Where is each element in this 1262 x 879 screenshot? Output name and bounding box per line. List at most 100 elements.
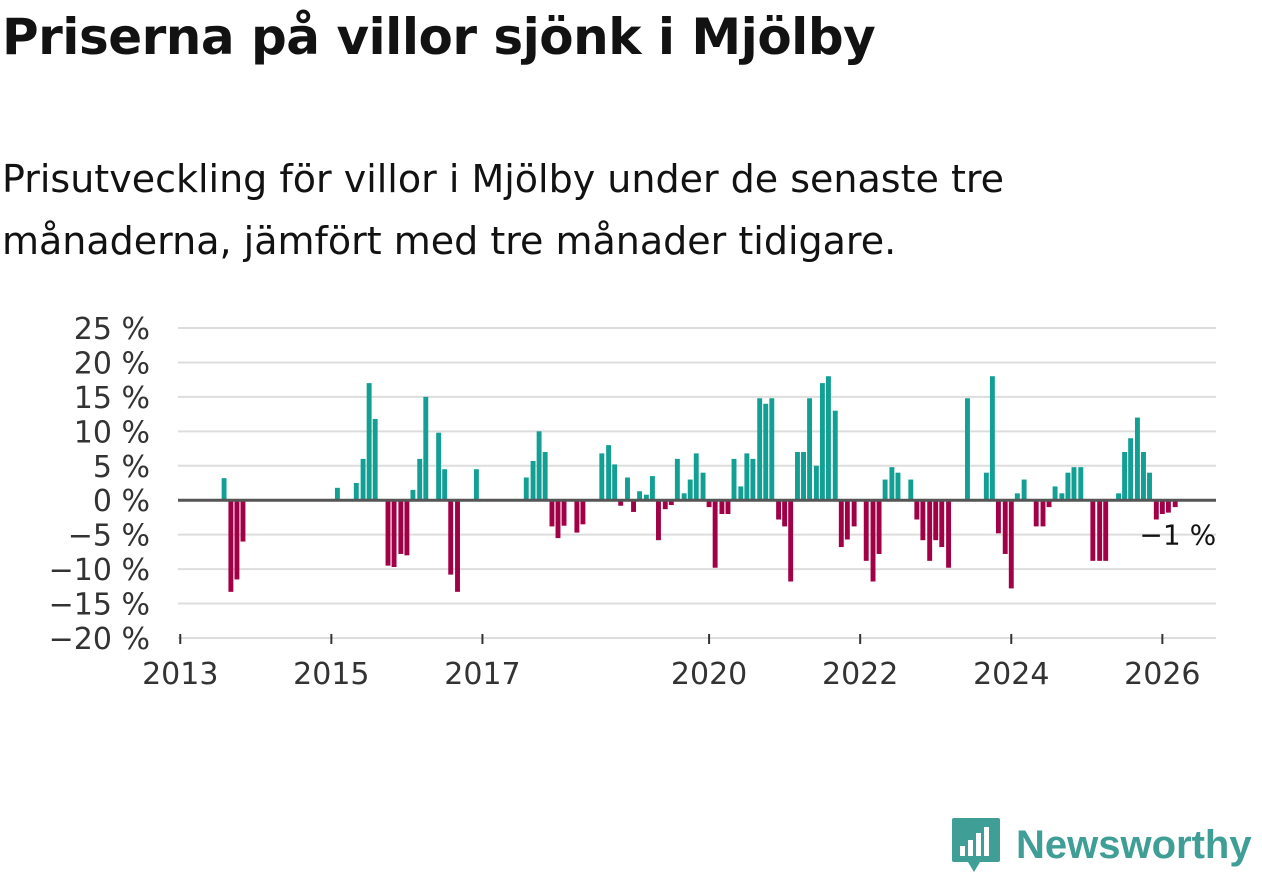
bar-positive: [643, 494, 649, 501]
bar-negative: [385, 500, 391, 566]
bar-positive: [700, 472, 706, 501]
bar-negative: [788, 500, 794, 582]
bar-positive: [965, 398, 970, 501]
bar-negative: [574, 500, 580, 533]
bar-positive: [687, 479, 693, 501]
bar-positive: [523, 477, 529, 501]
bar-negative: [933, 500, 939, 541]
x-tick-label: 2017: [444, 657, 520, 692]
x-tick-label: 2015: [293, 657, 369, 692]
bar-positive: [750, 458, 756, 501]
bar-negative: [1046, 500, 1052, 508]
bar-negative: [995, 500, 1001, 534]
y-tick-label: −10 %: [49, 553, 150, 588]
bar-negative: [549, 500, 555, 527]
bar-positive: [612, 464, 618, 501]
bar-negative: [1002, 500, 1008, 554]
bar-positive: [423, 396, 429, 501]
bar-positive: [1021, 479, 1027, 501]
bar-positive: [649, 476, 655, 501]
chart-title: Priserna på villor sjönk i Mjölby: [2, 8, 876, 66]
bar-positive: [1014, 493, 1020, 501]
bar-negative: [455, 500, 460, 592]
bar-positive: [542, 452, 548, 501]
bar-negative: [1008, 500, 1014, 589]
bar-positive: [693, 453, 699, 501]
bar-negative: [920, 500, 926, 541]
bar-negative: [391, 500, 397, 568]
bar-positive: [1116, 493, 1121, 501]
bar-positive: [889, 467, 895, 501]
bar-positive: [801, 452, 806, 501]
bar-negative: [927, 500, 933, 561]
bar-negative: [404, 500, 410, 556]
bar-positive: [599, 453, 605, 501]
bar-positive: [674, 458, 680, 501]
y-tick-label: −15 %: [49, 588, 150, 623]
bar-negative: [618, 500, 624, 506]
bar-positive: [637, 491, 643, 501]
bar-negative: [946, 500, 952, 568]
bar-positive: [744, 453, 750, 501]
x-tick-label: 2013: [142, 657, 218, 692]
y-tick-label: 0 %: [93, 484, 150, 519]
bar-chart: 25 %20 %15 %10 %5 %0 %−5 %−10 %−15 %−20 …: [49, 312, 1217, 692]
y-tick-label: 10 %: [74, 415, 150, 450]
y-tick-label: 25 %: [74, 312, 150, 347]
bar-positive: [353, 483, 359, 501]
brand-name: Newsworthy: [1016, 822, 1252, 867]
bar-negative: [580, 500, 586, 525]
x-tick-label: 2026: [1124, 657, 1200, 692]
bar-negative: [1040, 500, 1046, 527]
bar-negative: [1103, 500, 1109, 561]
bar-positive: [983, 472, 989, 501]
y-axis: 25 %20 %15 %10 %5 %0 %−5 %−10 %−15 %−20 …: [49, 312, 150, 657]
bar-positive: [989, 376, 995, 501]
bar-negative: [876, 500, 882, 554]
bar-negative: [1033, 500, 1039, 527]
bar-negative: [228, 500, 234, 592]
bar-positive: [681, 493, 687, 501]
bar-positive: [763, 403, 769, 501]
x-axis: 2013 2015 2017 2020 2022 2024 2026: [142, 634, 1216, 692]
bar-negative: [656, 500, 661, 541]
bar-positive: [1122, 452, 1128, 501]
annotations: −1 %: [1139, 519, 1216, 552]
x-tick-label: 2024: [973, 657, 1049, 692]
bar-negative: [870, 500, 876, 582]
bar-positive: [606, 445, 612, 501]
bar-negative: [712, 500, 718, 568]
bar-positive: [882, 479, 888, 501]
bar-negative: [1165, 500, 1171, 513]
bar-positive: [795, 452, 800, 501]
y-tick-label: −20 %: [49, 622, 150, 657]
bar-negative: [863, 500, 869, 561]
bar-positive: [1141, 452, 1146, 501]
bar-positive: [442, 469, 448, 501]
chart-subtitle: Prisutveckling för villor i Mjölby under…: [2, 157, 1005, 263]
bar-negative: [851, 500, 857, 527]
bar-positive: [1128, 438, 1134, 501]
bar-positive: [738, 486, 744, 501]
bar-negative: [1172, 500, 1178, 508]
bar-positive: [819, 383, 825, 501]
bar-positive: [769, 398, 775, 501]
bar-positive: [807, 398, 813, 501]
bar-positive: [825, 376, 831, 501]
bar-positive: [625, 477, 630, 501]
bar-positive: [1059, 493, 1065, 501]
bar-negative: [725, 500, 731, 514]
newsworthy-logo-icon: [952, 818, 1000, 872]
bar-positive: [832, 410, 838, 501]
bar-positive: [1065, 472, 1071, 501]
bar-positive: [1078, 467, 1084, 501]
latest-value-label: −1 %: [1139, 519, 1216, 552]
bar-positive: [536, 431, 542, 501]
bar-negative: [631, 500, 636, 512]
bar-negative: [668, 500, 674, 506]
bar-positive: [757, 398, 763, 501]
bar-negative: [1153, 500, 1159, 520]
y-tick-label: −5 %: [68, 519, 150, 554]
bar-positive: [221, 478, 227, 501]
bar-positive: [1147, 472, 1152, 501]
